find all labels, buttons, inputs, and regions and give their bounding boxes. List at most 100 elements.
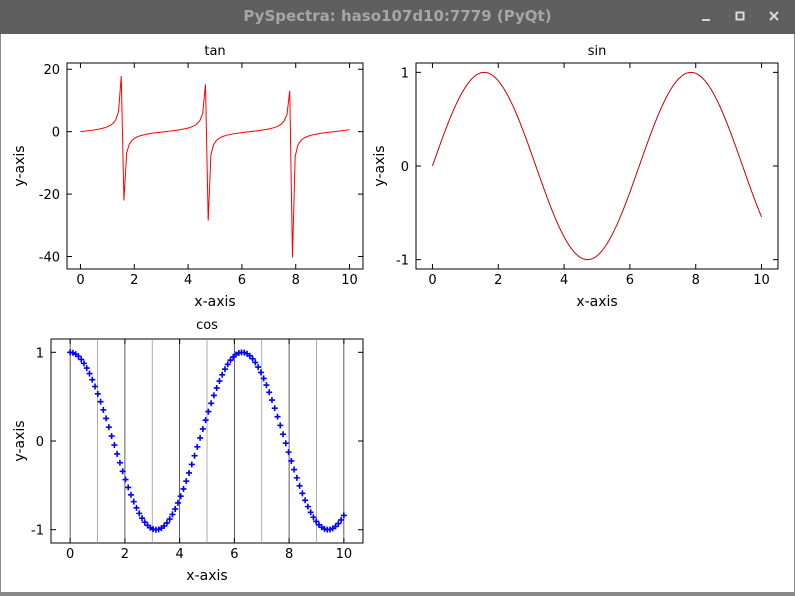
data-point xyxy=(197,434,204,441)
data-point xyxy=(177,493,184,500)
data-point xyxy=(161,522,168,529)
data-point xyxy=(163,519,170,526)
data-point xyxy=(199,425,206,432)
data-point xyxy=(133,504,140,511)
data-point xyxy=(111,442,118,449)
x-tick-label: 4 xyxy=(175,547,183,562)
data-point xyxy=(114,450,121,457)
data-point xyxy=(210,392,217,399)
series-line-tan xyxy=(80,76,350,258)
data-point xyxy=(224,361,231,368)
x-tick-label: 6 xyxy=(626,273,634,288)
x-tick-label: 4 xyxy=(184,273,192,288)
data-point xyxy=(219,371,226,378)
data-point xyxy=(100,406,107,413)
data-point xyxy=(293,474,300,481)
data-point xyxy=(285,449,292,456)
data-point xyxy=(335,520,342,527)
data-point xyxy=(274,413,281,420)
y-tick-label: -1 xyxy=(396,254,409,269)
minimize-icon[interactable] xyxy=(695,0,719,34)
maximize-icon[interactable] xyxy=(729,0,753,34)
data-point xyxy=(116,459,123,466)
data-point xyxy=(127,491,134,498)
x-tick-label: 6 xyxy=(238,273,246,288)
x-tick-label: 10 xyxy=(341,273,358,288)
y-tick-label: -40 xyxy=(39,251,60,266)
window-title: PySpectra: haso107d10:7779 (PyQt) xyxy=(243,7,552,25)
data-point xyxy=(103,415,110,422)
data-point xyxy=(169,511,176,518)
data-point xyxy=(78,356,85,363)
x-tick-label: 6 xyxy=(230,547,238,562)
x-tick-label: 10 xyxy=(753,273,770,288)
data-point xyxy=(122,476,129,483)
x-axis-label: x-axis xyxy=(576,294,617,310)
data-point xyxy=(174,499,181,506)
data-point xyxy=(280,431,287,438)
data-point xyxy=(105,424,112,431)
data-point xyxy=(83,365,90,372)
data-point xyxy=(141,519,148,526)
x-tick-label: 8 xyxy=(292,273,300,288)
data-point xyxy=(166,516,173,523)
data-point xyxy=(130,498,137,505)
data-point xyxy=(136,510,143,517)
x-axis-label: x-axis xyxy=(194,294,235,310)
data-point xyxy=(119,468,126,475)
y-tick-label: 1 xyxy=(36,346,44,361)
data-point xyxy=(86,370,93,377)
data-point xyxy=(221,366,228,373)
data-point xyxy=(304,503,311,510)
close-icon[interactable] xyxy=(763,0,787,34)
data-point xyxy=(340,512,347,519)
x-tick-label: 0 xyxy=(428,273,436,288)
y-tick-label: 0 xyxy=(52,126,60,141)
data-point xyxy=(194,443,201,450)
data-point xyxy=(108,433,115,440)
data-point xyxy=(172,506,179,513)
data-point xyxy=(252,359,259,366)
data-point xyxy=(180,485,187,492)
window-bottom-border xyxy=(0,592,795,596)
x-axis-label: x-axis xyxy=(186,568,227,584)
data-point xyxy=(94,390,101,397)
data-point xyxy=(291,466,298,473)
y-tick-label: 0 xyxy=(36,435,44,450)
chart-tan: 0 2 4 6 8 10 20 0 -20 -40 tan x-axis y-axis xyxy=(12,44,364,310)
data-point xyxy=(299,490,306,497)
y-tick-label: 0 xyxy=(401,160,409,175)
x-tick-label: 2 xyxy=(121,547,129,562)
data-point xyxy=(338,516,345,523)
data-point xyxy=(282,440,289,447)
data-point xyxy=(257,369,264,376)
data-point xyxy=(307,509,314,516)
chart-title: cos xyxy=(196,318,218,333)
data-point xyxy=(205,408,212,415)
y-axis-label: y-axis xyxy=(372,145,388,186)
data-point xyxy=(139,515,146,522)
data-point xyxy=(125,484,132,491)
data-point xyxy=(288,457,295,464)
title-bar[interactable]: PySpectra: haso107d10:7779 (PyQt) xyxy=(0,0,795,34)
data-point xyxy=(186,469,193,476)
data-point xyxy=(266,389,273,396)
plot-frame xyxy=(66,62,364,270)
x-tick-label: 8 xyxy=(285,547,293,562)
data-point xyxy=(255,364,262,371)
data-point xyxy=(183,478,190,485)
x-tick-label: 2 xyxy=(494,273,502,288)
data-point xyxy=(216,378,223,385)
data-point xyxy=(310,514,317,521)
data-point xyxy=(80,360,87,367)
y-tick-label: -20 xyxy=(39,188,60,203)
data-point xyxy=(249,355,256,362)
x-tick-label: 4 xyxy=(560,273,568,288)
data-point xyxy=(202,417,209,424)
data-point xyxy=(263,382,270,389)
x-tick-label: 2 xyxy=(130,273,138,288)
